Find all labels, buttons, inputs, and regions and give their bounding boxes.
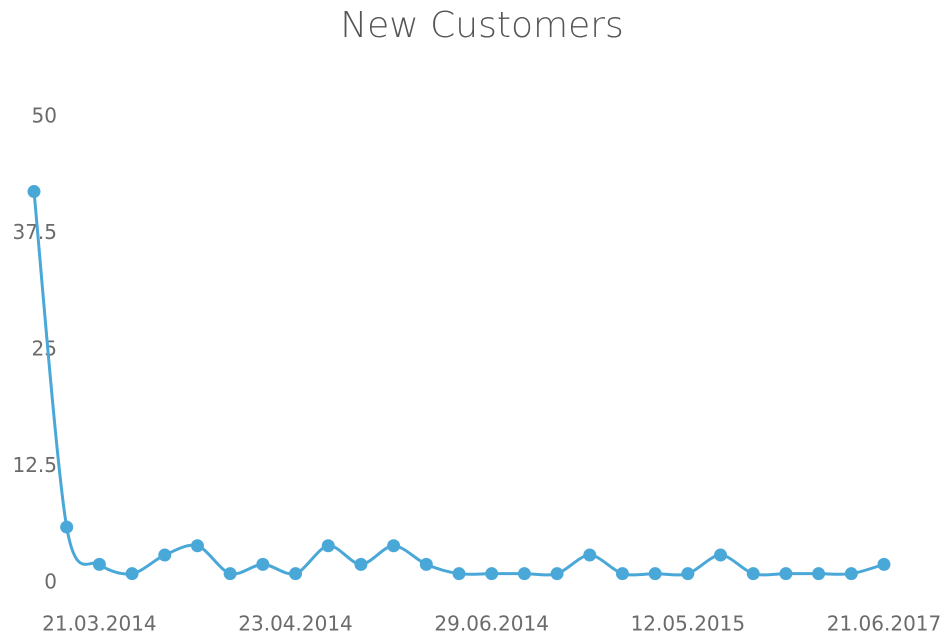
- chart-title: New Customers: [340, 5, 624, 46]
- data-point: [60, 520, 74, 534]
- data-point: [648, 567, 662, 581]
- x-tick-label: 21.06.2017: [827, 612, 942, 636]
- data-point: [256, 557, 270, 571]
- x-tick-label: 23.04.2014: [238, 612, 353, 636]
- data-point: [844, 567, 858, 581]
- data-point: [746, 567, 760, 581]
- data-point: [681, 567, 695, 581]
- y-tick-label: 25: [32, 337, 57, 361]
- data-point: [779, 567, 793, 581]
- x-tick-label: 29.06.2014: [434, 612, 549, 636]
- y-tick-label: 12.5: [12, 453, 57, 477]
- data-point: [615, 567, 629, 581]
- data-point: [321, 539, 335, 553]
- data-point: [714, 548, 728, 562]
- data-point: [583, 548, 597, 562]
- y-tick-label: 50: [32, 104, 57, 128]
- series-line: [32, 191, 885, 577]
- data-point: [190, 539, 204, 553]
- data-point: [92, 557, 106, 571]
- data-point: [27, 185, 41, 199]
- data-point: [223, 567, 237, 581]
- data-point: [387, 539, 401, 553]
- data-point: [419, 557, 433, 571]
- data-point: [452, 567, 466, 581]
- x-tick-label: 21.03.2014: [42, 612, 157, 636]
- data-point: [354, 557, 368, 571]
- x-tick-label: 12.05.2015: [631, 612, 746, 636]
- y-tick-label: 37.5: [12, 220, 57, 244]
- data-point: [289, 567, 303, 581]
- data-point: [485, 567, 499, 581]
- data-point: [550, 567, 564, 581]
- data-point: [125, 567, 139, 581]
- data-point: [877, 557, 891, 571]
- data-point: [812, 567, 826, 581]
- data-point: [158, 548, 172, 562]
- y-tick-label: 0: [44, 570, 57, 594]
- data-point: [517, 567, 531, 581]
